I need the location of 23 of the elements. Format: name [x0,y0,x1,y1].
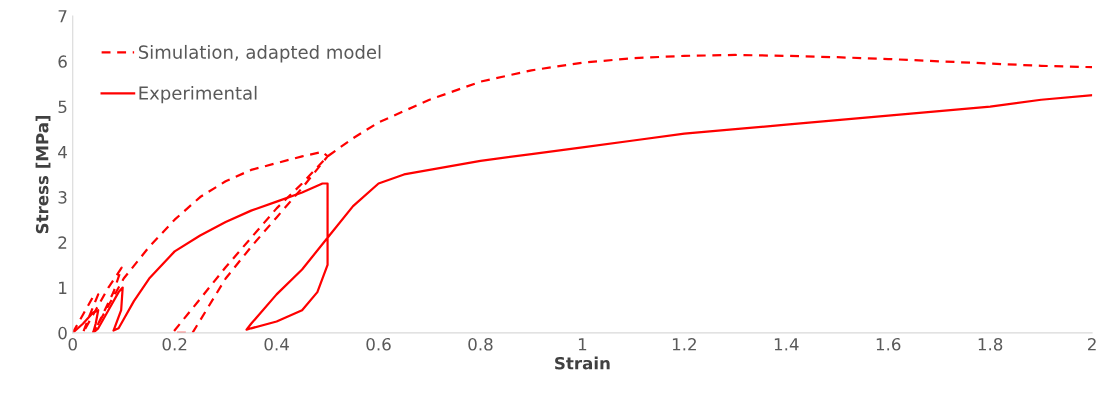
y-tick-label: 1 [59,281,67,294]
legend-label: Simulation, adapted model [138,44,381,63]
y-tick-label: 4 [58,145,67,159]
y-tick-label: 7 [58,10,67,23]
legend-label: Experimental [139,85,257,104]
x-tick-label: 1.6 [876,337,901,351]
y-tick-label: 5 [58,100,67,114]
y-tick-label: 6 [58,55,67,68]
x-tick-label: 0.8 [468,337,493,351]
x-tick-label: 0.6 [366,337,391,351]
x-tick-label: 0 [68,337,77,351]
x-tick-label: 2 [1088,337,1096,351]
x-tick-label: 1 [578,338,587,351]
x-tick-label: 1.2 [672,337,696,351]
x-tick-label: 0.4 [264,337,289,351]
y-tick-label: 0 [58,326,67,340]
x-tick-label: 1.8 [978,337,1003,351]
y-tick-label: 3 [58,191,67,204]
x-tick-label: 0.2 [162,337,187,351]
x-axis-title: Strain [555,356,610,370]
y-axis-title: Stress [MPa] [35,115,51,234]
x-tick-label: 1.4 [774,338,799,351]
y-tick-label: 2 [58,236,67,249]
